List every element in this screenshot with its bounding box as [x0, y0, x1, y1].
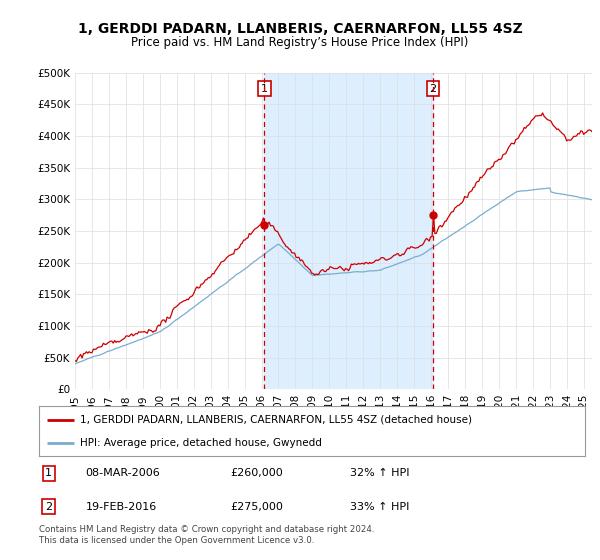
Text: 1, GERDDI PADARN, LLANBERIS, CAERNARFON, LL55 4SZ: 1, GERDDI PADARN, LLANBERIS, CAERNARFON,…: [77, 22, 523, 36]
Text: 19-FEB-2016: 19-FEB-2016: [85, 502, 157, 512]
Text: 2: 2: [430, 83, 437, 94]
Text: HPI: Average price, detached house, Gwynedd: HPI: Average price, detached house, Gwyn…: [80, 438, 322, 448]
Text: £275,000: £275,000: [230, 502, 283, 512]
Text: Price paid vs. HM Land Registry’s House Price Index (HPI): Price paid vs. HM Land Registry’s House …: [131, 36, 469, 49]
Text: 1: 1: [46, 468, 52, 478]
Text: Contains HM Land Registry data © Crown copyright and database right 2024.
This d: Contains HM Land Registry data © Crown c…: [39, 525, 374, 545]
Text: £260,000: £260,000: [230, 468, 283, 478]
Text: 1: 1: [261, 83, 268, 94]
Text: 33% ↑ HPI: 33% ↑ HPI: [350, 502, 410, 512]
Text: 08-MAR-2006: 08-MAR-2006: [85, 468, 160, 478]
Bar: [265, 73, 433, 389]
Text: 1, GERDDI PADARN, LLANBERIS, CAERNARFON, LL55 4SZ (detached house): 1, GERDDI PADARN, LLANBERIS, CAERNARFON,…: [80, 414, 472, 424]
Text: 32% ↑ HPI: 32% ↑ HPI: [350, 468, 410, 478]
Text: 2: 2: [45, 502, 52, 512]
